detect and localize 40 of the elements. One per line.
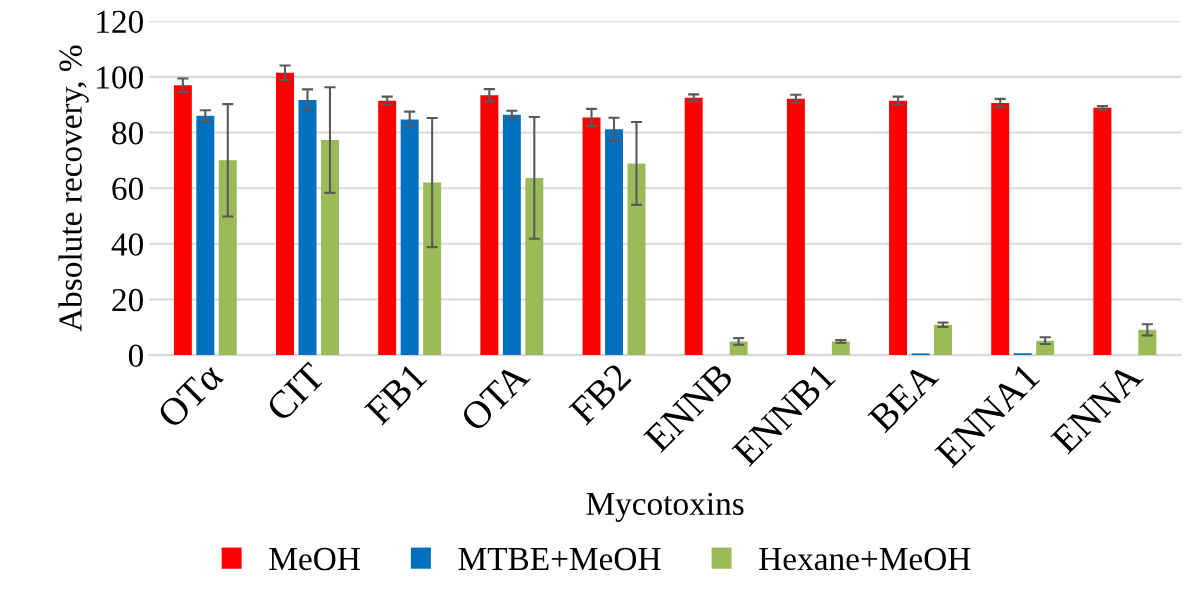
y-tick-label: 60 [112, 177, 143, 201]
bar [786, 98, 805, 356]
y-tick-label: 40 [111, 233, 143, 256]
x-axis-title: Mycotoxins [586, 492, 744, 522]
bar [218, 160, 237, 356]
bar [889, 100, 908, 356]
bar [502, 114, 521, 356]
bar [1138, 329, 1157, 356]
bar [320, 140, 339, 356]
bar [684, 97, 703, 356]
x-tick-label: FB2 [568, 362, 632, 426]
bar [378, 100, 397, 356]
y-axis-title: Absolute recovery, % [58, 45, 89, 332]
bar [423, 182, 442, 356]
y-tick-label: 20 [112, 288, 143, 312]
bar [298, 99, 317, 356]
bar [525, 177, 544, 356]
legend-label: MeOH [269, 547, 360, 571]
bar [400, 119, 419, 356]
x-tick-label: OTα [156, 361, 225, 430]
bar [1093, 107, 1112, 356]
x-tick-label: OTA [459, 361, 531, 433]
x-tick-label: FB1 [364, 362, 428, 426]
bar [582, 117, 601, 356]
legend-label: Hexane+MeOH [759, 547, 971, 571]
bar [480, 95, 499, 356]
bar [276, 72, 295, 356]
y-tick-label: 120 [97, 10, 143, 34]
y-tick-label: 100 [97, 66, 143, 89]
x-tick-label: CIT [265, 361, 327, 423]
bar [934, 324, 952, 356]
y-tick-label: 0 [128, 344, 143, 367]
legend-label: MTBE+MeOH [458, 547, 661, 571]
bar [627, 163, 646, 356]
bar [196, 115, 215, 356]
bar [831, 341, 850, 356]
y-tick-label: 80 [112, 121, 143, 145]
bar [991, 103, 1010, 356]
bar [173, 85, 192, 356]
bar [605, 129, 623, 356]
